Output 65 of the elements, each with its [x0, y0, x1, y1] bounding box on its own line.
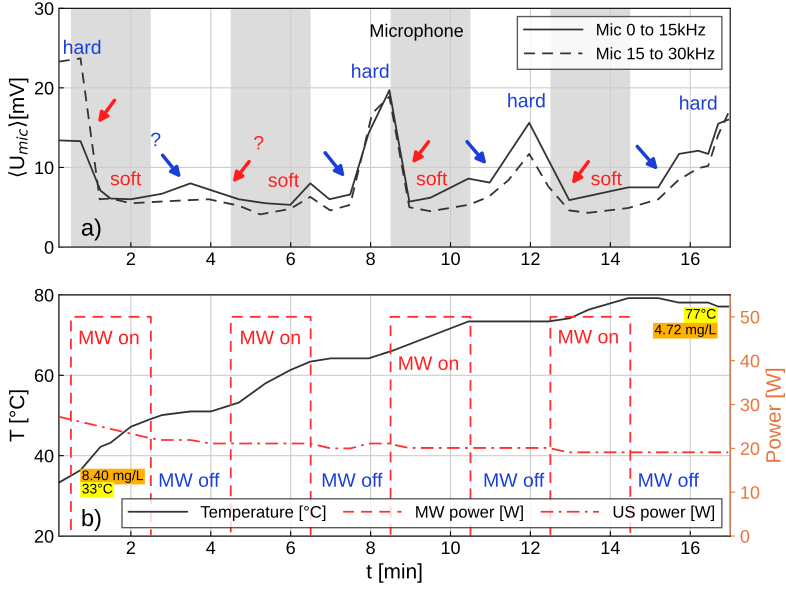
annotation: soft — [591, 171, 622, 186]
annotation: MW on — [241, 330, 300, 344]
y-axis-title: ⟨U$_{mic}$⟩[mV] — [8, 78, 28, 176]
x-tick-label: 4 — [206, 252, 216, 265]
x-tick-label: 12 — [522, 541, 540, 554]
annotation: MW on — [559, 330, 618, 344]
legend-label: Mic 15 to 30kHz — [597, 47, 714, 60]
annotation: hard — [64, 40, 100, 54]
y-tick-label: 20 — [34, 530, 54, 543]
y2-tick-label: 30 — [740, 398, 760, 412]
x-tick-label: 14 — [602, 542, 620, 554]
annotation: MW off — [322, 472, 382, 488]
annotation: Microphone — [370, 24, 463, 41]
y2-tick-label: 10 — [741, 486, 760, 499]
x-tick-label: 6 — [286, 252, 295, 266]
annotation: soft — [416, 171, 448, 186]
annotation: a) — [82, 218, 100, 241]
legend-label: US power [W] — [614, 506, 714, 522]
legend-label: Temperature [°C] — [200, 506, 326, 522]
y-tick-label: 80 — [34, 288, 54, 302]
x-tick-label: 2 — [126, 252, 135, 265]
y2-tick-label: 0 — [740, 530, 750, 543]
annotation: 77°C — [686, 308, 716, 319]
annotation: 4.72 mg/L — [654, 324, 716, 338]
y-axis-title: T [°C] — [9, 390, 28, 442]
y2-tick-label: 50 — [740, 310, 760, 324]
x-tick-label: 8 — [366, 252, 375, 266]
annotation: soft — [110, 171, 142, 186]
y-tick-label: 60 — [34, 369, 54, 382]
line-series — [58, 58, 730, 216]
legend-label: MW power [W] — [416, 506, 523, 522]
x-tick-label: 4 — [206, 542, 216, 554]
annotation: MW off — [484, 472, 544, 488]
annotation: hard — [508, 93, 545, 108]
y2-axis-title: Power [W] — [766, 368, 785, 462]
annotation: soft — [268, 172, 300, 187]
x-tick-label: 16 — [682, 252, 700, 266]
x-tick-label: 12 — [522, 252, 540, 265]
legend-label: Mic 0 to 15kHz — [597, 23, 706, 36]
annotation: 33°C — [82, 484, 112, 494]
x-tick-label: 2 — [126, 541, 135, 554]
y-tick-label: 0 — [44, 240, 54, 254]
x-axis-title: t [min] — [366, 563, 422, 583]
annotation: hard — [352, 64, 388, 78]
x-tick-label: 8 — [366, 541, 375, 554]
x-tick-label: 14 — [602, 252, 620, 265]
y-tick-label: 20 — [34, 82, 54, 95]
annotation: 8.40 mg/L — [82, 470, 144, 484]
annotation: hard — [680, 96, 716, 110]
annotation: ? — [151, 132, 160, 146]
annotation: b) — [82, 508, 100, 531]
annotation: MW on — [399, 356, 458, 370]
y-tick-label: 40 — [34, 450, 54, 462]
x-tick-label: 10 — [442, 541, 460, 554]
annotation: MW off — [639, 472, 699, 488]
x-tick-label: 16 — [682, 541, 700, 554]
annotation: MW on — [80, 330, 138, 344]
y-tick-label: 10 — [35, 161, 54, 174]
annotation: MW off — [160, 472, 220, 488]
y2-tick-label: 40 — [740, 354, 760, 368]
y-tick-label: 30 — [34, 2, 54, 15]
x-tick-label: 6 — [286, 541, 295, 554]
x-tick-label: 10 — [442, 252, 460, 266]
y2-tick-label: 20 — [740, 442, 760, 456]
annotation: ? — [254, 136, 264, 150]
